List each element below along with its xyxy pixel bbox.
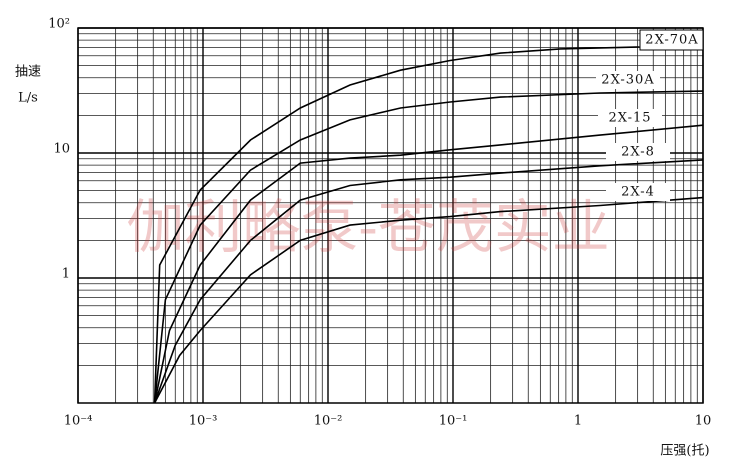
line bbox=[153, 159, 704, 404]
x-tick-label: 10⁻³ bbox=[189, 414, 218, 429]
line bbox=[153, 124, 704, 404]
series-label-box bbox=[639, 29, 704, 51]
series-label: 2X-8 bbox=[621, 145, 655, 160]
y-axis-label: 抽速 bbox=[15, 65, 41, 80]
line bbox=[153, 196, 704, 404]
y-tick-label: 10 bbox=[53, 142, 70, 157]
x-tick-label: 10⁻¹ bbox=[439, 414, 468, 429]
line bbox=[153, 46, 640, 404]
series-label: 2X-30A bbox=[601, 73, 654, 88]
y-tick-label: 10² bbox=[48, 17, 70, 32]
x-tick-label: 10⁻² bbox=[314, 414, 343, 429]
series-label-bg bbox=[606, 143, 670, 161]
series-label-bg bbox=[596, 71, 660, 89]
series-label: 2X-70A bbox=[645, 33, 698, 48]
series-label-bg bbox=[606, 183, 670, 201]
watermark: 伽利略泵-苍茂实业 bbox=[126, 193, 610, 261]
x-tick-label: 1 bbox=[574, 414, 582, 429]
series-label: 2X-15 bbox=[609, 111, 652, 126]
x-tick-label: 10 bbox=[695, 414, 712, 429]
line bbox=[153, 90, 704, 404]
series-label-bg bbox=[598, 109, 662, 127]
series-label: 2X-4 bbox=[621, 185, 655, 200]
x-tick-label: 10⁻⁴ bbox=[64, 414, 93, 429]
y-tick-label: 1 bbox=[62, 267, 70, 282]
plot-frame bbox=[77, 27, 704, 404]
y-axis-label: L/s bbox=[18, 91, 38, 106]
x-axis-label: 压强(托) bbox=[660, 444, 709, 459]
